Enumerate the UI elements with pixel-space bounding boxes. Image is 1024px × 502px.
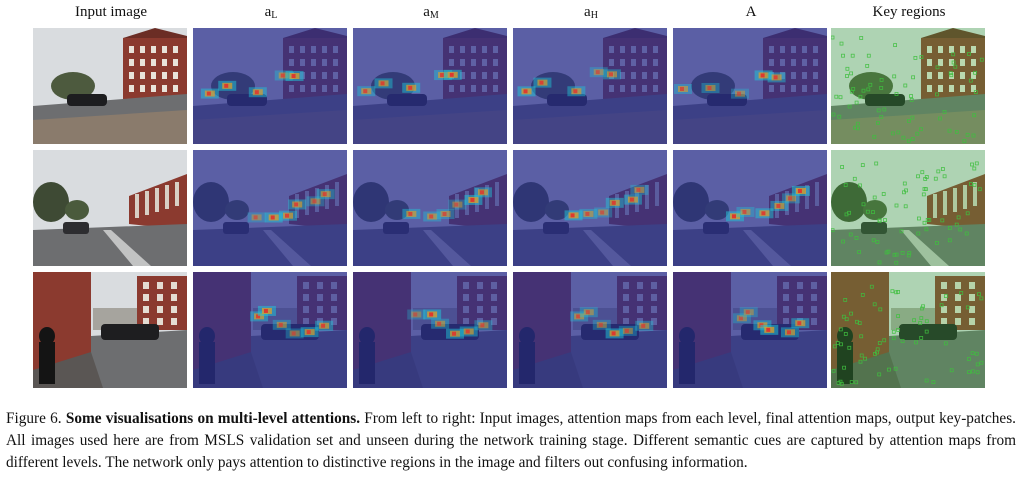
column-header-main: Key regions — [872, 4, 946, 20]
attention-map-low-row-1 — [193, 28, 347, 144]
input-image-row-3 — [33, 272, 187, 388]
column-header-attention-mid: aM — [353, 4, 509, 21]
input-image-image — [33, 28, 187, 144]
attention-map-mid-image — [353, 150, 507, 266]
column-header-attention-low: aL — [193, 4, 349, 21]
attention-map-low-row-2 — [193, 150, 347, 266]
figure-body: From left to right: Input images, attent… — [6, 410, 1016, 472]
column-header-main: a — [264, 4, 272, 20]
column-header-main: Input image — [74, 4, 148, 20]
column-header-input-image: Input image — [33, 4, 189, 21]
attention-map-low-row-3 — [193, 272, 347, 388]
attention-map-high-image — [513, 150, 667, 266]
input-image-image — [33, 150, 187, 266]
attention-map-low-image — [193, 150, 347, 266]
figure-label: Figure 6. — [6, 410, 62, 427]
column-header-attention-final: A — [673, 4, 829, 21]
input-image-image — [33, 272, 187, 388]
column-header-subscript: L — [271, 10, 278, 21]
column-header-main: a — [423, 4, 430, 20]
key-regions-row-1 — [831, 28, 985, 144]
attention-map-high-row-2 — [513, 150, 667, 266]
input-image-row-2 — [33, 150, 187, 266]
attention-map-final-row-3 — [673, 272, 827, 388]
attention-map-final-image — [673, 150, 827, 266]
attention-map-high-row-3 — [513, 272, 667, 388]
attention-map-mid-image — [353, 28, 507, 144]
attention-map-high-image — [513, 28, 667, 144]
column-header-attention-high: aH — [513, 4, 669, 21]
figure-title: Some visualisations on multi-level atten… — [65, 410, 361, 427]
attention-map-low-image — [193, 28, 347, 144]
column-header-main: a — [584, 4, 591, 20]
attention-map-high-row-1 — [513, 28, 667, 144]
attention-map-mid-image — [353, 272, 507, 388]
key-regions-image — [831, 150, 985, 266]
attention-map-mid-row-3 — [353, 272, 507, 388]
column-header-key-regions: Key regions — [831, 4, 987, 21]
attention-map-mid-row-2 — [353, 150, 507, 266]
attention-map-final-image — [673, 272, 827, 388]
key-regions-image — [831, 28, 985, 144]
attention-map-low-image — [193, 272, 347, 388]
key-regions-row-2 — [831, 150, 985, 266]
input-image-row-1 — [33, 28, 187, 144]
column-header-subscript: M — [429, 10, 439, 21]
attention-map-final-image — [673, 28, 827, 144]
attention-map-final-row-2 — [673, 150, 827, 266]
column-header-main: A — [745, 4, 757, 20]
key-regions-row-3 — [831, 272, 985, 388]
column-header-subscript: H — [590, 10, 598, 21]
attention-map-final-row-1 — [673, 28, 827, 144]
attention-map-high-image — [513, 272, 667, 388]
attention-map-mid-row-1 — [353, 28, 507, 144]
key-regions-image — [831, 272, 985, 388]
figure-caption: Figure 6. Some visualisations on multi-l… — [6, 408, 1016, 475]
